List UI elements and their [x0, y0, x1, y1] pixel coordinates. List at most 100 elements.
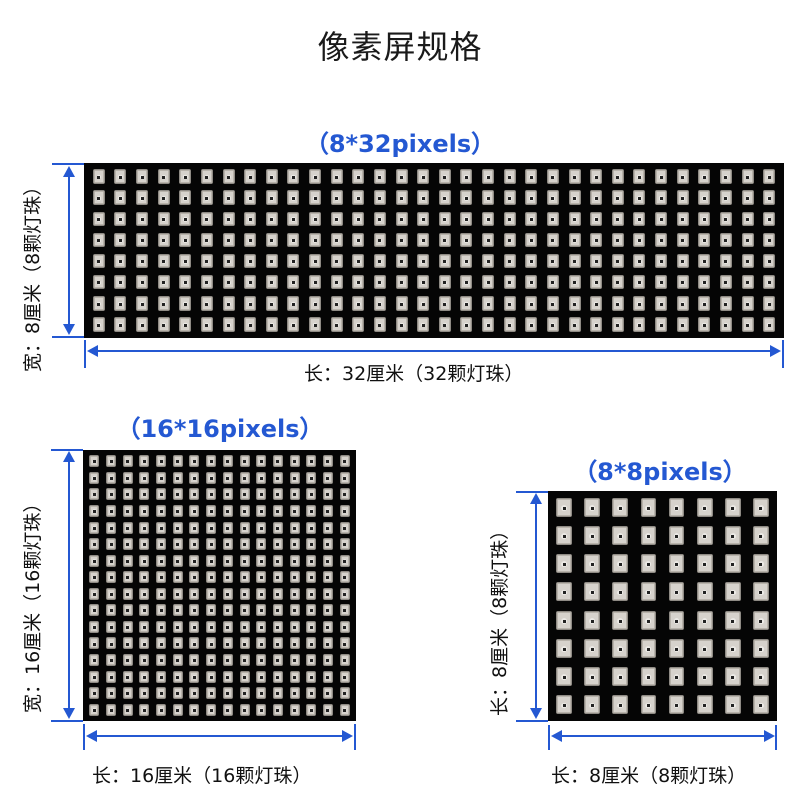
led-pixel	[320, 569, 337, 586]
led-chip-icon	[92, 190, 105, 205]
led-pixel	[434, 187, 456, 208]
led-chip-icon	[655, 169, 668, 184]
led-pixel	[369, 293, 391, 314]
led-chip-icon	[136, 274, 149, 290]
led-chip-icon	[503, 190, 516, 205]
led-chip-icon	[89, 687, 100, 700]
led-pixel	[169, 552, 186, 569]
led-matrix-8x32	[84, 163, 784, 338]
led-pixel	[261, 166, 283, 187]
led-chip-icon	[640, 497, 657, 517]
led-chip-icon	[676, 296, 689, 311]
led-chip-icon	[289, 703, 300, 716]
panel-8x8-height-line	[535, 500, 537, 712]
led-pixel	[186, 453, 203, 470]
led-chip-icon	[89, 703, 100, 716]
led-pixel	[336, 652, 353, 669]
led-chip-icon	[287, 274, 300, 290]
led-pixel	[663, 521, 691, 549]
led-pixel	[236, 519, 253, 536]
led-chip-icon	[256, 703, 267, 716]
led-chip-icon	[106, 554, 117, 567]
led-pixel	[737, 208, 759, 229]
led-pixel	[634, 634, 662, 662]
led-pixel	[218, 187, 240, 208]
led-chip-icon	[172, 488, 183, 501]
led-chip-icon	[106, 637, 117, 650]
arrow-left-icon	[87, 345, 98, 357]
led-pixel	[715, 166, 737, 187]
led-pixel	[86, 619, 103, 636]
led-pixel	[477, 293, 499, 314]
led-pixel	[303, 569, 320, 586]
led-pixel	[261, 208, 283, 229]
led-chip-icon	[322, 538, 333, 551]
led-chip-icon	[139, 538, 150, 551]
led-pixel	[521, 272, 543, 293]
led-chip-icon	[395, 253, 408, 269]
arrow-right-icon	[770, 345, 781, 357]
led-pixel	[715, 272, 737, 293]
led-pixel	[119, 519, 136, 536]
panel-8x8-bottom-tick	[516, 720, 548, 722]
led-chip-icon	[640, 638, 657, 658]
led-chip-icon	[222, 211, 235, 227]
led-pixel	[203, 668, 220, 685]
arrow-down-icon	[530, 708, 542, 719]
led-chip-icon	[611, 296, 624, 311]
led-chip-icon	[696, 582, 713, 602]
led-pixel	[477, 251, 499, 272]
led-chip-icon	[89, 637, 100, 650]
led-chip-icon	[676, 211, 689, 227]
led-pixel	[236, 701, 253, 718]
led-pixel	[499, 293, 521, 314]
led-pixel	[391, 251, 413, 272]
led-chip-icon	[753, 497, 769, 517]
led-chip-icon	[339, 670, 350, 683]
led-chip-icon	[114, 232, 127, 248]
led-pixel	[236, 470, 253, 487]
led-chip-icon	[322, 670, 333, 683]
led-pixel	[369, 166, 391, 187]
led-pixel	[585, 187, 607, 208]
led-chip-icon	[352, 232, 365, 248]
led-chip-icon	[330, 274, 343, 290]
led-pixel	[203, 701, 220, 718]
led-chip-icon	[122, 670, 133, 683]
led-chip-icon	[698, 169, 711, 184]
led-chip-icon	[272, 620, 283, 633]
led-chip-icon	[753, 610, 769, 630]
led-chip-icon	[719, 274, 732, 290]
led-pixel	[304, 187, 326, 208]
led-chip-icon	[189, 538, 200, 551]
led-pixel	[86, 586, 103, 603]
led-chip-icon	[482, 317, 495, 332]
led-pixel	[131, 208, 153, 229]
led-pixel	[550, 550, 578, 578]
panel-16x16-pixels-label: （16*16pixels）	[116, 415, 324, 443]
led-pixel	[261, 314, 283, 335]
led-pixel	[691, 691, 719, 719]
led-chip-icon	[222, 253, 235, 269]
led-chip-icon	[330, 232, 343, 248]
led-chip-icon	[157, 211, 170, 227]
led-chip-icon	[222, 317, 235, 332]
led-pixel	[175, 251, 197, 272]
led-pixel	[650, 272, 672, 293]
led-pixel	[391, 187, 413, 208]
led-pixel	[253, 701, 270, 718]
led-chip-icon	[611, 211, 624, 227]
led-chip-icon	[265, 296, 278, 311]
led-pixel	[303, 536, 320, 553]
led-pixel	[136, 602, 153, 619]
led-chip-icon	[189, 554, 200, 567]
led-pixel	[542, 208, 564, 229]
led-pixel	[239, 272, 261, 293]
led-pixel	[672, 272, 694, 293]
led-chip-icon	[556, 525, 572, 545]
led-pixel	[203, 503, 220, 520]
led-pixel	[153, 503, 170, 520]
led-pixel	[564, 208, 586, 229]
led-pixel	[412, 166, 434, 187]
led-pixel	[578, 606, 606, 634]
